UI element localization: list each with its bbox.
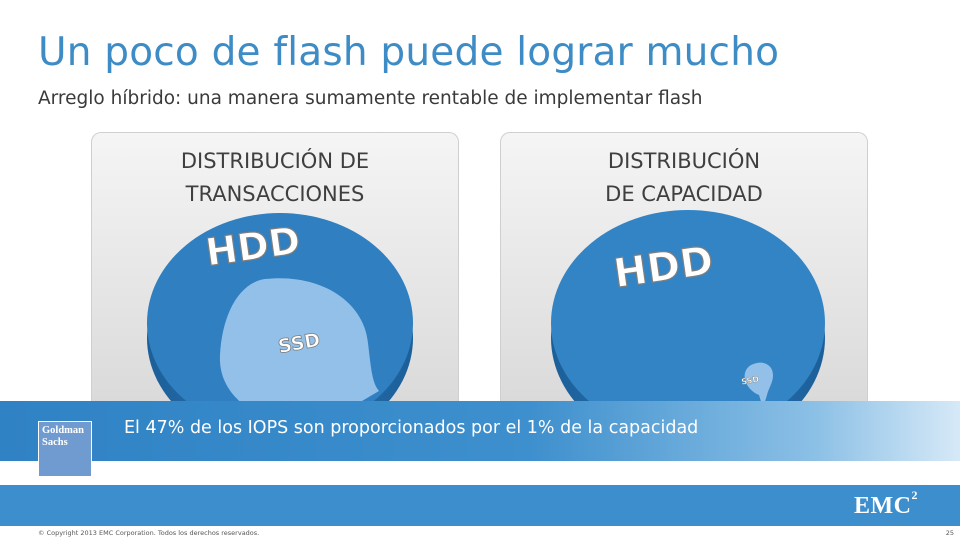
ssd-slice: [744, 362, 773, 408]
callout-text: El 47% de los IOPS son proporcionados po…: [124, 418, 699, 438]
capacity-pie: HDD SSD: [551, 210, 825, 423]
emc-logo: EMC2: [854, 488, 918, 519]
page-number: 25: [945, 529, 954, 537]
goldman-sachs-logo: Goldman Sachs: [38, 421, 92, 477]
footer-band: [0, 485, 960, 526]
panel-title-transactions: DISTRIBUCIÓN DE TRANSACCIONES: [180, 149, 370, 206]
transaction-pie: HDD SSD: [147, 213, 413, 423]
slide-subtitle: Arreglo híbrido: una manera sumamente re…: [38, 88, 703, 109]
capacity-distribution-panel: DISTRIBUCIÓN DE CAPACIDAD HDD SSD: [500, 132, 868, 423]
ssd-slice: [219, 278, 379, 422]
ssd-label-capacity: SSD: [741, 375, 760, 387]
hdd-label-transactions: HDD: [203, 218, 303, 275]
copyright-notice: © Copyright 2013 EMC Corporation. Todos …: [38, 529, 260, 537]
transaction-distribution-panel: DISTRIBUCIÓN DE TRANSACCIONES HDD SSD: [91, 132, 459, 423]
slide-title: Un poco de flash puede lograr mucho: [38, 30, 780, 75]
panel-title-capacity: DISTRIBUCIÓN DE CAPACIDAD: [605, 149, 763, 206]
callout-band: [0, 401, 960, 461]
